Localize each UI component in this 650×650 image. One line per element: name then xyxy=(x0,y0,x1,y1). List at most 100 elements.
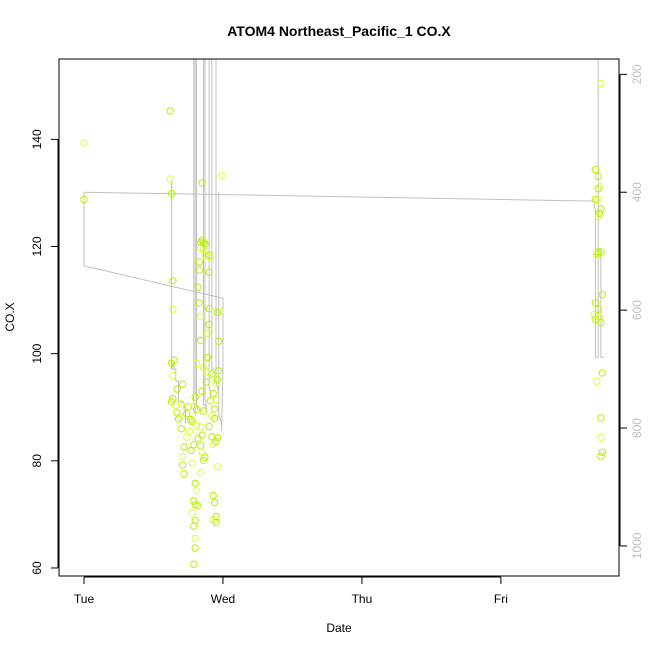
data-point xyxy=(199,239,208,247)
data-point xyxy=(169,277,177,285)
data-point xyxy=(205,268,213,276)
data-point xyxy=(594,185,602,193)
data-point xyxy=(172,401,180,409)
data-point xyxy=(598,448,606,456)
data-point xyxy=(188,459,197,467)
data-point xyxy=(597,433,605,441)
x-tick-label: Fri xyxy=(494,592,508,606)
data-point xyxy=(198,179,206,187)
data-point xyxy=(191,393,199,401)
y2-tick-label: 800 xyxy=(630,418,644,438)
profile-lines xyxy=(83,59,604,431)
x-tick-label: Wed xyxy=(211,592,235,606)
data-point xyxy=(597,248,605,256)
data-point xyxy=(167,189,176,198)
data-point xyxy=(192,359,201,367)
data-point xyxy=(595,209,604,218)
data-point xyxy=(197,312,205,320)
plot-frame xyxy=(58,58,620,577)
profile-line xyxy=(83,192,224,431)
data-point xyxy=(179,461,187,469)
data-point xyxy=(597,414,605,422)
data-point xyxy=(194,283,202,291)
data-point xyxy=(177,400,186,408)
x-axis: Tue Wed Thu Fri xyxy=(74,576,508,606)
data-point xyxy=(198,387,206,395)
profile-line xyxy=(215,59,220,393)
data-point xyxy=(201,240,209,248)
data-point xyxy=(191,544,199,552)
y-tick-label: 120 xyxy=(30,236,44,256)
data-point xyxy=(191,534,199,543)
profile-line xyxy=(218,192,223,431)
data-point xyxy=(169,305,177,313)
data-point xyxy=(192,487,201,495)
data-point xyxy=(595,313,604,321)
data-point xyxy=(210,498,219,507)
data-point xyxy=(195,266,204,274)
data-point xyxy=(597,205,605,213)
data-point xyxy=(210,405,219,413)
data-point xyxy=(174,415,183,423)
data-point xyxy=(187,415,195,424)
profile-line xyxy=(83,59,599,358)
data-point xyxy=(591,165,600,174)
data-point xyxy=(215,337,223,345)
data-point xyxy=(210,414,219,423)
data-point xyxy=(594,172,602,181)
data-point xyxy=(194,434,202,442)
data-point xyxy=(213,463,222,471)
data-point xyxy=(598,369,606,377)
data-point xyxy=(197,442,205,450)
data-point xyxy=(212,518,220,527)
data-point xyxy=(180,443,188,451)
data-point xyxy=(173,385,181,393)
data-point xyxy=(591,315,600,324)
data-point xyxy=(191,516,199,524)
data-points xyxy=(80,79,606,568)
data-point xyxy=(183,410,191,418)
profile-line xyxy=(185,416,187,423)
x-tick-label: Thu xyxy=(352,592,373,606)
data-point xyxy=(169,395,177,403)
data-point xyxy=(179,380,187,388)
data-point xyxy=(192,405,201,414)
data-point xyxy=(597,79,605,88)
data-point xyxy=(208,433,216,441)
data-point xyxy=(184,403,192,411)
data-point xyxy=(179,452,187,461)
data-point xyxy=(194,502,202,510)
data-point xyxy=(205,305,213,313)
data-point xyxy=(213,308,222,317)
data-point xyxy=(593,377,601,386)
data-point xyxy=(202,378,211,386)
data-point xyxy=(597,318,605,327)
data-point xyxy=(169,371,177,380)
data-point xyxy=(176,413,184,421)
data-point xyxy=(195,299,204,307)
data-point xyxy=(197,423,205,431)
y2-tick-label: 400 xyxy=(630,182,644,202)
data-point xyxy=(198,431,206,439)
data-point xyxy=(199,407,208,415)
data-point xyxy=(209,389,217,397)
data-point xyxy=(166,175,174,183)
data-point xyxy=(597,452,605,461)
data-point xyxy=(594,305,602,313)
profile-line xyxy=(171,180,175,370)
data-point xyxy=(213,376,222,384)
data-point xyxy=(190,497,198,505)
data-point xyxy=(206,254,215,262)
data-point xyxy=(598,291,606,299)
y-axis-label: CO.X xyxy=(3,302,17,331)
profile-line xyxy=(208,59,211,399)
data-point xyxy=(205,422,213,431)
x-tick-label: Tue xyxy=(74,592,95,606)
data-point xyxy=(206,397,215,405)
data-point xyxy=(594,213,602,221)
profile-line xyxy=(204,59,207,411)
data-point xyxy=(170,356,179,364)
data-point xyxy=(209,491,217,500)
y2-tick-label: 600 xyxy=(630,300,644,320)
